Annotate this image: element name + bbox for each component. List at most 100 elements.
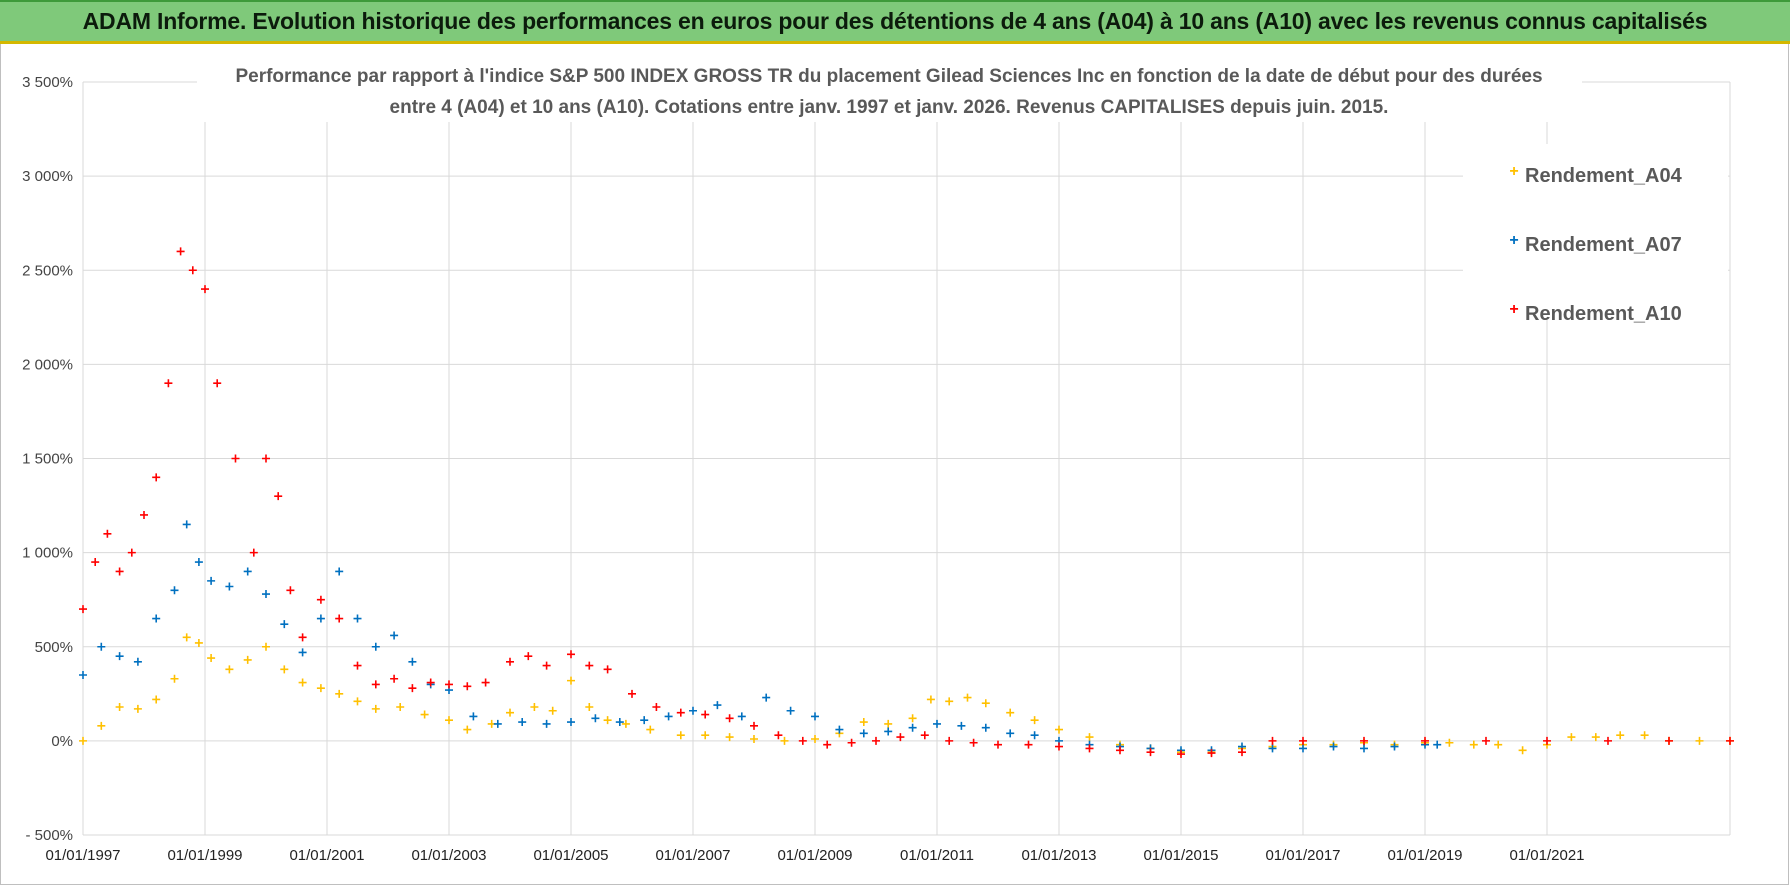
data-point [1177,750,1185,759]
data-point [1116,746,1124,755]
data-point [1640,731,1649,740]
data-point [945,697,954,706]
data-point [1482,736,1490,745]
data-point [567,676,575,685]
data-point [640,716,649,725]
data-point [164,379,173,388]
data-point [420,710,429,719]
data-point [963,693,972,702]
data-point [530,702,539,711]
data-point [390,631,399,640]
data-point [652,702,661,711]
data-point [1268,744,1277,753]
data-point [591,714,600,723]
data-point [115,567,124,576]
data-point [542,719,551,728]
data-point [762,693,771,702]
data-point [133,704,142,713]
data-point [780,736,789,745]
data-point [603,716,612,725]
data-point [371,642,380,651]
data-point [298,633,307,642]
series-rendement-a10 [79,247,1734,759]
data-point [445,716,453,725]
data-point [1616,731,1625,740]
x-tick-label: 01/01/2013 [1021,847,1096,864]
x-tick-label: 01/01/2015 [1143,847,1218,864]
data-point [97,721,106,730]
x-tick-label: 01/01/2021 [1509,847,1584,864]
data-point [316,595,325,604]
data-point [1469,740,1478,749]
x-tick-label: 01/01/1997 [45,847,120,864]
x-tick-label: 01/01/2019 [1387,847,1462,864]
data-point [859,718,868,727]
report-title: ADAM Informe. Evolution historique des p… [82,8,1708,34]
y-tick-label: 0% [51,733,73,750]
report-banner: ADAM Informe. Evolution historique des p… [0,0,1790,44]
data-point [1299,744,1307,753]
data-point [353,697,362,706]
data-point [1030,716,1039,725]
data-point [926,695,935,704]
series-rendement-a07 [79,520,1442,755]
data-point [981,723,990,732]
data-point [585,702,594,711]
x-tick-label: 01/01/2007 [655,847,730,864]
data-point [567,718,575,727]
data-point [957,721,966,730]
data-point [79,605,87,614]
data-point [1055,742,1063,751]
y-tick-label: 3 500% [22,74,73,91]
data-point [1207,749,1216,758]
data-point [243,567,252,576]
data-point [518,718,527,727]
data-point [194,558,203,567]
data-point [628,689,636,698]
data-point [1433,740,1442,749]
data-point [298,648,307,657]
x-tick-label: 01/01/2005 [533,847,608,864]
x-tick-label: 01/01/2003 [411,847,486,864]
data-point [280,620,289,629]
data-point [750,734,758,743]
data-point [676,731,685,740]
data-point [1726,736,1734,745]
data-point [1360,744,1368,753]
chart-legend: + Rendement_A04 + Rendement_A07 + Rendem… [1463,144,1728,325]
data-point [140,510,148,519]
x-tick-label: 01/01/2009 [777,847,852,864]
data-point [1543,736,1551,745]
y-axis-ticks: - 500% 0% 500% 1 000% 1 500% 2 000% 2 500% 3 00… [22,74,73,844]
data-point [127,548,136,557]
data-point [445,680,453,689]
data-point [1445,738,1454,747]
chart-title-line-1: Performance par rapport à l'indice S&P 5… [235,66,1542,87]
data-point [835,725,844,734]
data-point [1390,742,1399,751]
data-point [463,682,472,691]
data-point [713,701,722,710]
data-point [79,670,87,679]
data-point [1360,736,1368,745]
data-point [847,738,856,747]
data-point [1085,733,1094,742]
data-point [750,721,758,730]
data-point [676,708,685,717]
data-point [1146,748,1155,757]
data-point [774,731,783,740]
data-point [1268,736,1277,745]
data-point [1695,736,1704,745]
data-point [262,454,270,463]
data-point [408,684,417,693]
legend-item-a07: + Rendement_A07 [1509,232,1681,256]
data-point [945,736,954,745]
data-point [176,247,185,256]
data-point [506,708,514,717]
data-point [463,725,472,734]
data-point [798,736,807,745]
data-point [97,642,106,651]
data-point [823,740,832,749]
legend-marker-icon: + [1509,232,1518,249]
data-point [249,548,258,557]
